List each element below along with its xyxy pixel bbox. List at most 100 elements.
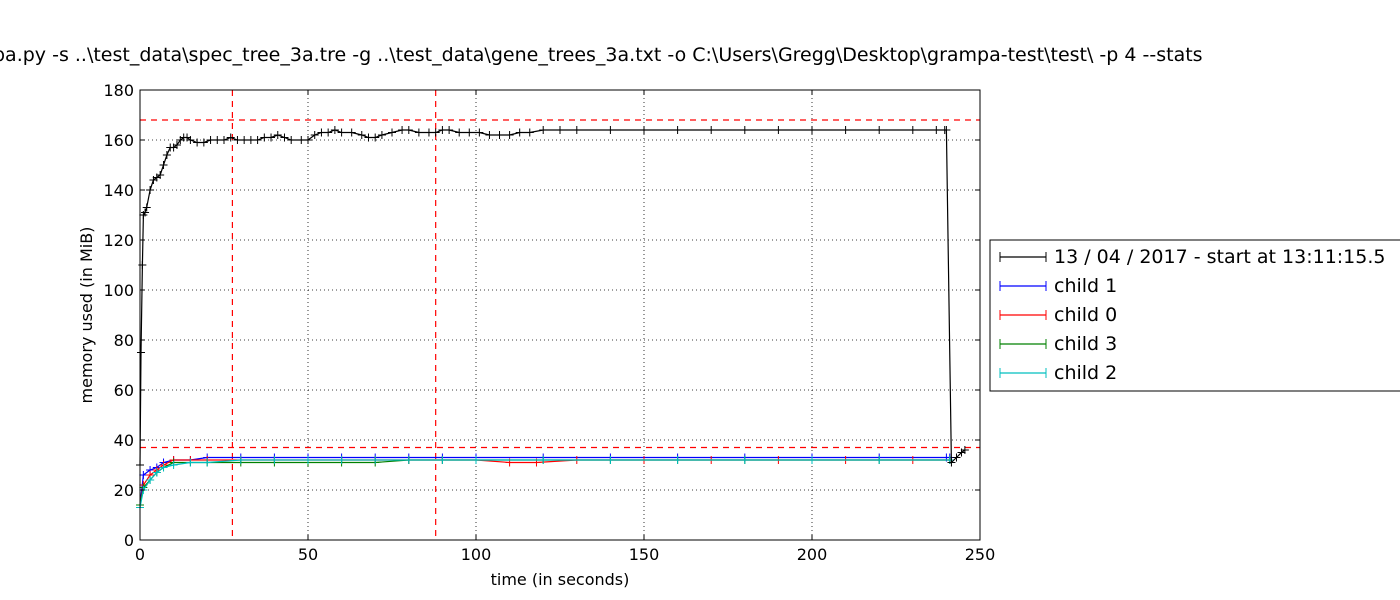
data-point-marker <box>539 126 548 134</box>
data-point-marker <box>525 128 534 137</box>
data-point-marker <box>371 133 380 142</box>
data-point-marker <box>159 463 168 472</box>
data-point-marker <box>875 456 884 464</box>
data-point-marker <box>808 126 816 134</box>
data-point-marker <box>203 458 212 467</box>
data-point-marker <box>431 128 440 137</box>
grid-layer <box>140 90 980 540</box>
data-point-marker <box>142 203 151 212</box>
x-tick-label: 50 <box>298 545 318 564</box>
legend-label: child 1 <box>1054 275 1117 297</box>
data-point-marker <box>357 131 366 139</box>
data-point-marker <box>388 128 396 137</box>
data-point-marker <box>324 128 333 137</box>
x-axis: 0 50 100 150 200 250 <box>135 90 995 564</box>
legend-label: 13 / 04 / 2017 - start at 13:11:15.5 <box>1054 246 1386 268</box>
data-point-marker <box>472 456 480 464</box>
x-tick-label: 200 <box>797 545 828 564</box>
data-point-marker <box>505 131 514 139</box>
y-tick-label: 80 <box>114 331 134 350</box>
data-point-marker <box>172 141 181 149</box>
data-point-marker <box>673 456 682 464</box>
legend-marker <box>999 281 1047 291</box>
data-point-marker <box>424 128 433 137</box>
data-point-marker <box>330 126 339 134</box>
data-point-marker <box>371 456 380 464</box>
data-point-marker <box>942 126 951 134</box>
series-line <box>139 456 950 506</box>
data-point-marker <box>539 456 548 464</box>
data-point-marker <box>137 348 146 357</box>
data-point-marker <box>169 461 178 469</box>
data-point-marker <box>465 128 474 137</box>
data-point-marker <box>774 126 783 134</box>
plot-border <box>139 89 981 541</box>
data-point-marker <box>337 456 346 464</box>
y-tick-label: 120 <box>103 231 134 250</box>
plot-area <box>136 89 981 541</box>
data-point-marker <box>186 458 195 467</box>
data-point-marker <box>640 126 648 134</box>
data-point-marker <box>236 456 245 464</box>
data-point-marker <box>740 126 749 134</box>
legend: 13 / 04 / 2017 - start at 13:11:15.5 chil… <box>989 239 1400 392</box>
y-tick-label: 20 <box>114 481 134 500</box>
data-point-marker <box>226 133 235 142</box>
data-point-marker <box>280 133 289 142</box>
y-tick-label: 0 <box>124 531 134 550</box>
data-point-marker <box>475 128 484 137</box>
data-point-marker <box>304 456 312 464</box>
y-tick-label: 40 <box>114 431 134 450</box>
data-point-marker <box>233 136 242 144</box>
data-point-marker <box>556 126 564 134</box>
data-point-marker <box>267 133 276 142</box>
data-point-marker <box>162 151 171 159</box>
data-point-marker <box>673 126 682 134</box>
data-point-marker <box>908 126 917 134</box>
data-point-marker <box>414 128 423 137</box>
plot-frame <box>140 90 980 540</box>
data-point-marker <box>156 171 165 179</box>
x-tick-label: 100 <box>461 545 492 564</box>
data-point-marker <box>960 446 969 454</box>
data-point-marker <box>364 133 373 142</box>
data-point-marker <box>206 136 215 144</box>
y-tick-label: 160 <box>103 131 134 150</box>
x-tick-label: 250 <box>965 545 996 564</box>
y-tick-label: 60 <box>114 381 134 400</box>
data-point-marker <box>246 136 255 144</box>
data-point-marker <box>932 126 941 134</box>
legend-label: child 0 <box>1054 304 1117 326</box>
data-point-marker <box>495 131 504 139</box>
data-point-marker <box>139 471 148 479</box>
y-axis-label: memory used (in MiB) <box>77 227 96 404</box>
data-point-marker <box>445 126 454 134</box>
chart-title: pa.py -s ..\test_data\spec_tree_3a.tre -… <box>0 44 1203 66</box>
data-point-marker <box>199 138 208 147</box>
data-point-marker <box>455 128 464 137</box>
data-point-marker <box>606 126 615 134</box>
data-point-marker <box>606 456 615 464</box>
data-point-marker <box>808 456 816 464</box>
data-point-marker <box>213 136 222 144</box>
y-axis: 0 20 40 60 80 100 120 140 160 180 <box>103 81 980 550</box>
legend-marker <box>999 310 1047 320</box>
data-point-marker <box>159 161 168 169</box>
data-point-marker <box>146 476 155 484</box>
data-point-marker <box>707 126 716 134</box>
data-point-marker <box>146 186 155 194</box>
x-axis-label: time (in seconds) <box>491 570 630 589</box>
data-point-marker <box>220 136 228 144</box>
data-point-marker <box>404 126 413 134</box>
data-point-marker <box>572 126 581 134</box>
data-point-marker <box>186 136 195 144</box>
data-point-marker <box>317 128 326 137</box>
data-point-marker <box>377 131 386 139</box>
data-point-marker <box>141 208 150 217</box>
data-point-marker <box>438 126 447 134</box>
legend-marker <box>999 339 1047 349</box>
legend-label: child 2 <box>1054 362 1117 384</box>
legend-marker <box>999 252 1047 262</box>
data-point-marker <box>485 131 494 139</box>
